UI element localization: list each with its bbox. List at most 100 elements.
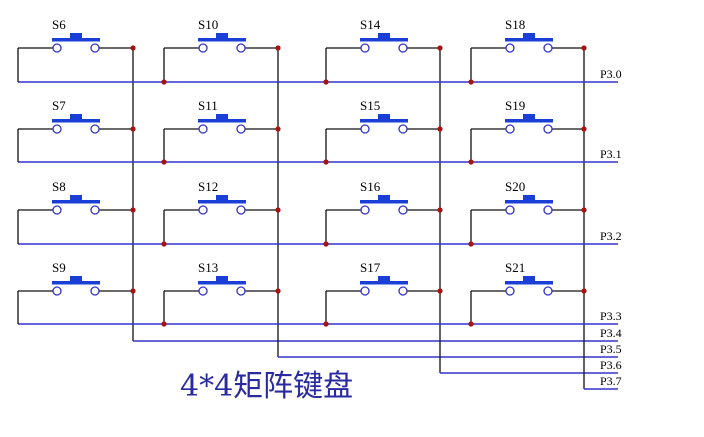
- switches-layer: S6 S10 S14 S18 S7 S11 S15 S19 S8 S12 S16 S20 S9 S13 S1…: [17, 17, 584, 324]
- switch-label: S12: [198, 179, 218, 194]
- junction-dot: [130, 126, 136, 132]
- port-label-1: P3.1: [600, 147, 622, 161]
- switch-button-cap: [216, 114, 228, 120]
- switch-contact: [52, 286, 62, 296]
- port-labels-layer: P3.0 P3.1 P3.2 P3.3 P3.4 P3.5 P3.6 P3.7: [600, 67, 622, 388]
- switch-contact: [90, 286, 100, 296]
- junction-dot: [130, 45, 136, 51]
- switch-contact: [543, 205, 553, 215]
- switch-contact: [90, 124, 100, 134]
- switch-button-cap: [216, 33, 228, 39]
- junction-dot: [275, 126, 281, 132]
- switch-button-cap: [70, 195, 82, 201]
- switch-button-cap: [523, 276, 535, 282]
- switch-contact: [236, 286, 246, 296]
- switch-button-cap: [378, 33, 390, 39]
- switch-s7: S7: [17, 98, 133, 162]
- switch-s9: S9: [17, 260, 133, 324]
- junction-dot: [468, 241, 474, 247]
- switch-label: S9: [52, 260, 66, 275]
- junction-dot: [468, 159, 474, 165]
- port-label-7: P3.7: [600, 374, 622, 388]
- junction-dot: [323, 321, 329, 327]
- switch-contact: [543, 43, 553, 53]
- switch-label: S7: [52, 98, 66, 113]
- junction-dot: [323, 79, 329, 85]
- switch-label: S19: [505, 98, 525, 113]
- switch-s11: S11: [163, 98, 278, 162]
- junctions-layer: [130, 45, 587, 327]
- switch-label: S20: [505, 179, 525, 194]
- switch-actuator-bar: [198, 38, 246, 42]
- switch-contact: [398, 205, 408, 215]
- switch-button-cap: [378, 114, 390, 120]
- switch-s13: S13: [163, 260, 278, 324]
- switch-contact: [543, 286, 553, 296]
- switch-actuator-bar: [198, 119, 246, 123]
- junction-dot: [161, 159, 167, 165]
- diagram-title: 4*4矩阵键盘: [180, 369, 353, 404]
- junction-dot: [275, 45, 281, 51]
- port-label-2: P3.2: [600, 229, 622, 243]
- switch-s8: S8: [17, 179, 133, 244]
- switch-contact: [198, 205, 208, 215]
- switch-label: S10: [198, 17, 218, 32]
- switch-button-cap: [523, 33, 535, 39]
- junction-dot: [130, 288, 136, 294]
- junction-dot: [581, 288, 587, 294]
- junction-dot: [581, 45, 587, 51]
- switch-label: S15: [360, 98, 380, 113]
- junction-dot: [468, 321, 474, 327]
- switch-contact: [360, 286, 370, 296]
- switch-actuator-bar: [360, 200, 408, 204]
- switch-s20: S20: [470, 179, 584, 244]
- junction-dot: [161, 241, 167, 247]
- switch-s16: S16: [325, 179, 440, 244]
- switch-contact: [543, 124, 553, 134]
- junction-dot: [581, 126, 587, 132]
- switch-contact: [360, 124, 370, 134]
- switch-contact: [236, 124, 246, 134]
- switch-label: S13: [198, 260, 218, 275]
- wires-layer: [18, 48, 618, 390]
- switch-contact: [90, 205, 100, 215]
- switch-s21: S21: [470, 260, 584, 324]
- switch-actuator-bar: [505, 200, 553, 204]
- switch-contact: [52, 205, 62, 215]
- switch-label: S16: [360, 179, 381, 194]
- switch-actuator-bar: [52, 119, 100, 123]
- switch-actuator-bar: [198, 200, 246, 204]
- switch-contact: [52, 124, 62, 134]
- switch-s15: S15: [325, 98, 440, 162]
- switch-button-cap: [378, 195, 390, 201]
- junction-dot: [468, 79, 474, 85]
- switch-contact: [52, 43, 62, 53]
- switch-contact: [505, 43, 515, 53]
- junction-dot: [130, 207, 136, 213]
- switch-actuator-bar: [505, 281, 553, 285]
- switch-button-cap: [70, 114, 82, 120]
- switch-s6: S6: [17, 17, 133, 82]
- switch-contact: [505, 286, 515, 296]
- junction-dot: [275, 288, 281, 294]
- junction-dot: [581, 207, 587, 213]
- switch-label: S8: [52, 179, 66, 194]
- switch-contact: [198, 43, 208, 53]
- junction-dot: [161, 321, 167, 327]
- junction-dot: [437, 126, 443, 132]
- switch-contact: [236, 205, 246, 215]
- port-label-4: P3.4: [600, 326, 622, 340]
- switch-contact: [398, 124, 408, 134]
- switch-actuator-bar: [360, 119, 408, 123]
- switch-actuator-bar: [52, 38, 100, 42]
- switch-contact: [90, 43, 100, 53]
- switch-s19: S19: [470, 98, 584, 162]
- junction-dot: [437, 207, 443, 213]
- switch-label: S21: [505, 260, 525, 275]
- switch-contact: [505, 205, 515, 215]
- switch-button-cap: [70, 276, 82, 282]
- junction-dot: [161, 79, 167, 85]
- switch-button-cap: [523, 195, 535, 201]
- switch-actuator-bar: [505, 38, 553, 42]
- port-label-0: P3.0: [600, 67, 622, 81]
